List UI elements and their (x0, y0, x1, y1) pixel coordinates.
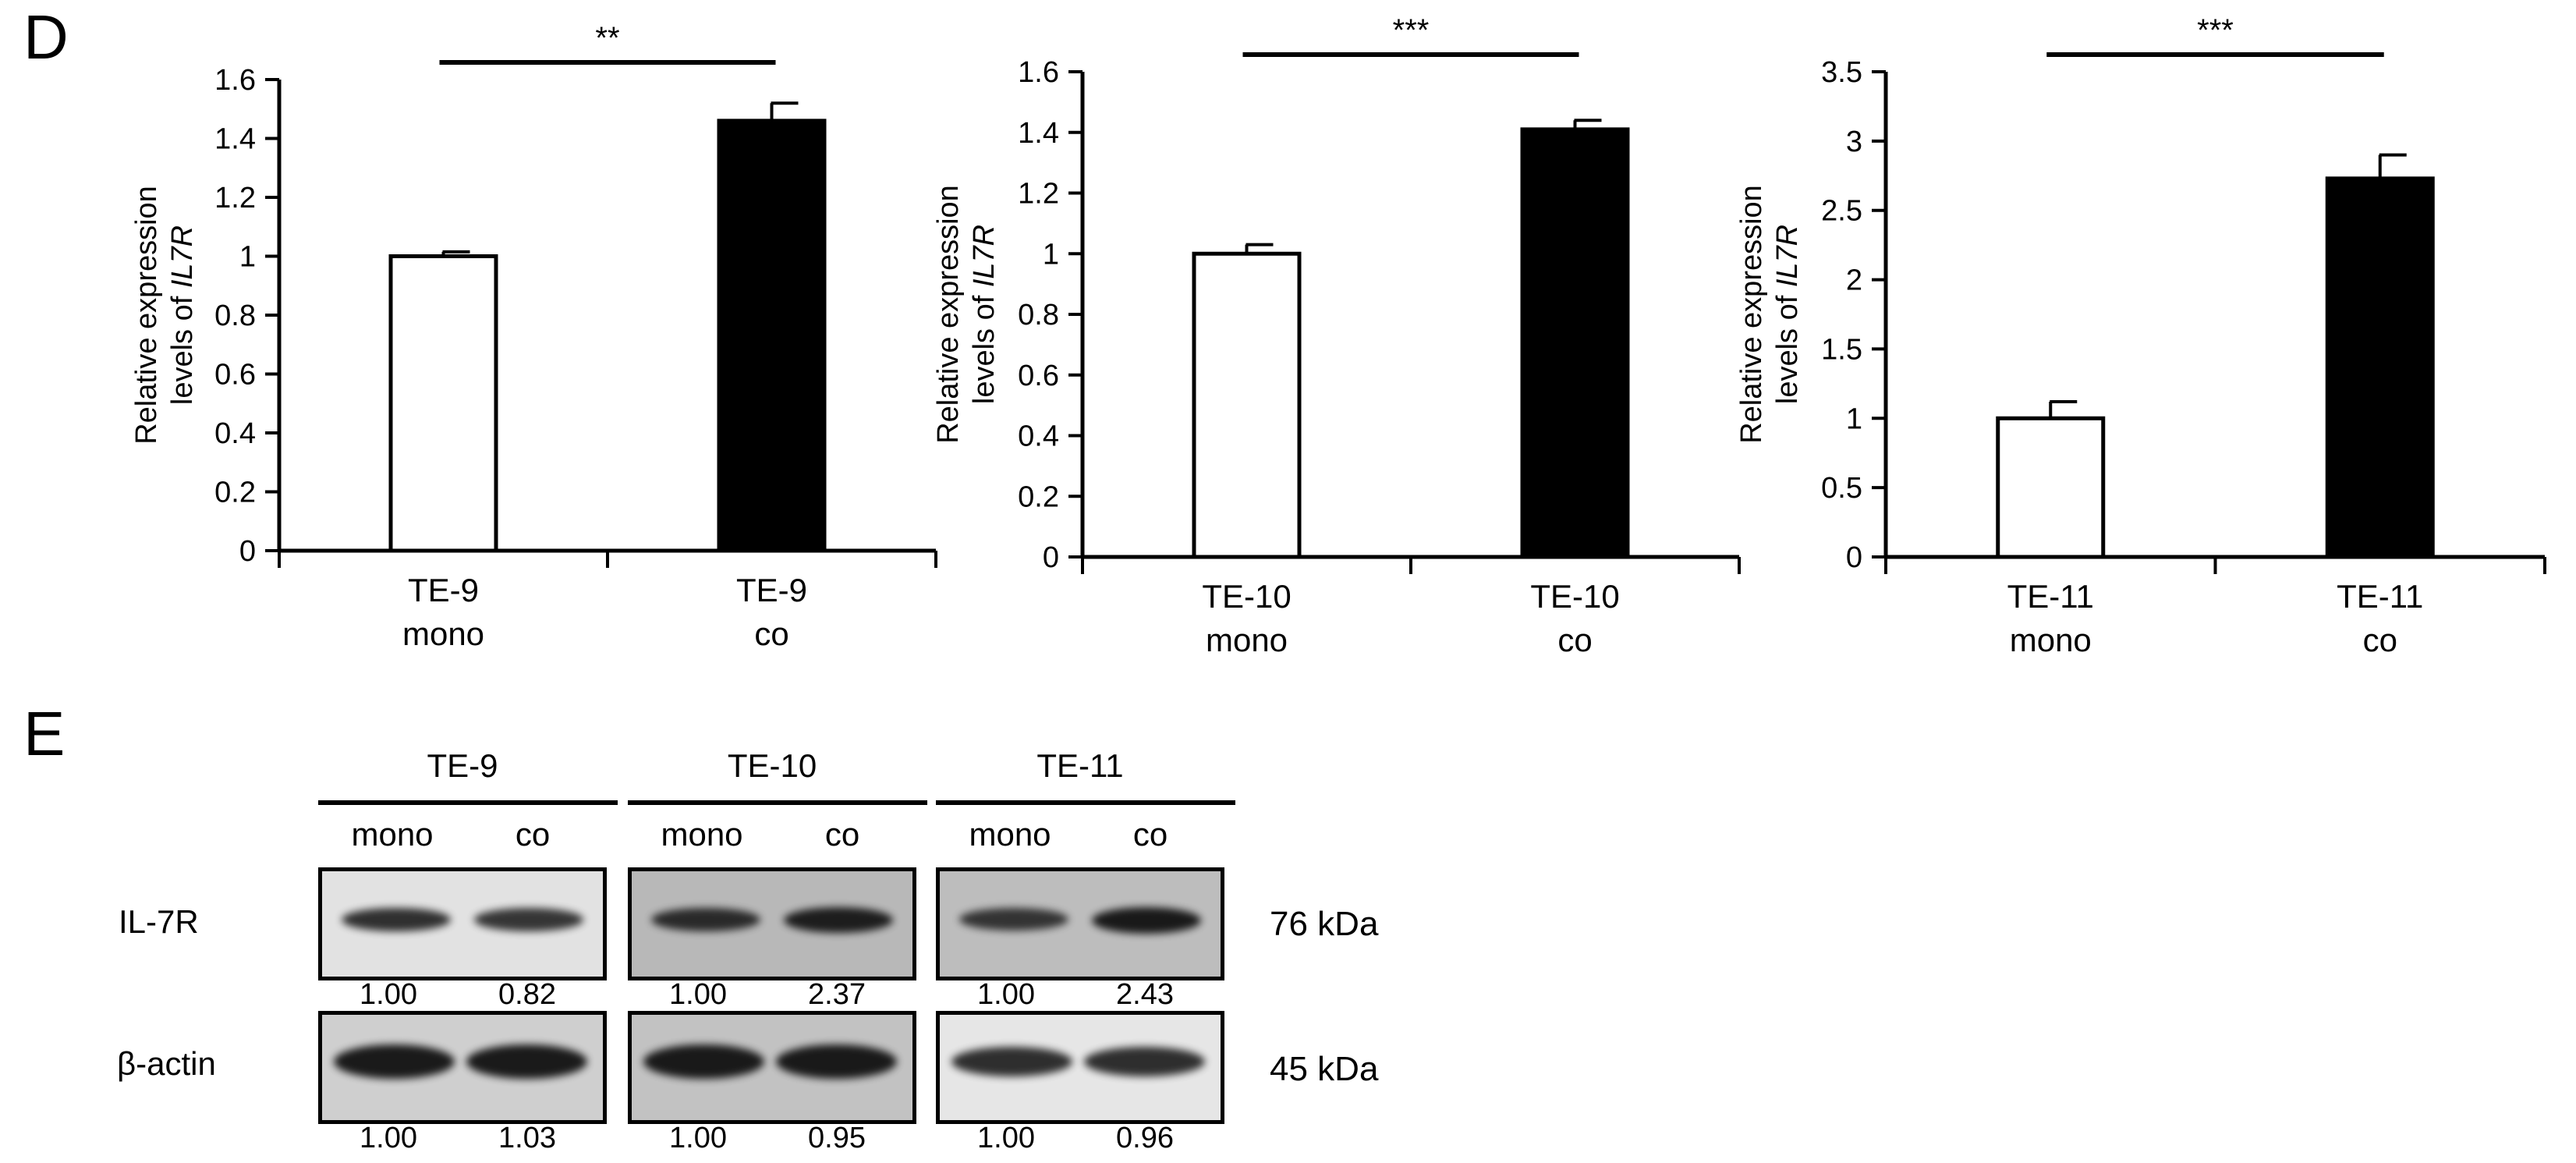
significance-label: *** (2197, 13, 2234, 48)
blot-group-rule (628, 800, 927, 805)
blot-group-label: TE-11 (1036, 747, 1124, 784)
y-tick-label: 2.5 (1821, 195, 1862, 228)
blot-lane-label: mono (351, 816, 434, 853)
il7r-quant: 1.00 (360, 978, 417, 1011)
y-tick-label: 1.4 (1018, 117, 1059, 150)
y-axis-label: Relative expression levels of IL7R (1735, 185, 1804, 444)
panel-d-letter: D (23, 2, 69, 72)
blot-lane-label: co (824, 816, 860, 853)
y-tick-label: 2 (1846, 264, 1862, 297)
il7r-quant: 1.00 (669, 978, 727, 1011)
il7r-band (784, 907, 893, 934)
blot-lane-label: co (1132, 816, 1168, 853)
il7r-quant: 2.37 (808, 978, 866, 1011)
x-tick-label: co (1557, 622, 1592, 658)
y-tick-label: 1.5 (1821, 333, 1862, 366)
blot-group-rule (936, 800, 1235, 805)
il7r-band (959, 908, 1068, 931)
y-tick-label: 3 (1846, 126, 1862, 158)
il7r-band (342, 907, 451, 932)
y-tick-label: 1 (239, 241, 256, 274)
actin-quant: 1.00 (360, 1122, 417, 1154)
y-tick-label: 0.2 (214, 477, 256, 509)
row-label-il7r: IL-7R (119, 903, 199, 940)
y-tick-label: 0.6 (1018, 360, 1059, 392)
y-tick-label: 0.8 (1018, 299, 1059, 332)
y-tick-label: 1.2 (1018, 178, 1059, 211)
size-label-actin: 45 kDa (1270, 1050, 1379, 1088)
blot-lane-label: mono (969, 816, 1051, 853)
actin-band (466, 1044, 587, 1079)
actin-band (334, 1044, 455, 1079)
il7r-quant: 0.82 (498, 978, 556, 1011)
x-tick-label: mono (402, 615, 484, 652)
y-tick-label: 0 (1846, 541, 1862, 574)
y-axis-label: Relative expression levels of IL7R (932, 185, 1001, 444)
bar (1192, 251, 1302, 559)
bar (717, 119, 827, 553)
il7r-band (474, 908, 583, 931)
blot-lane-label: co (515, 816, 551, 853)
il7r-blot (318, 867, 607, 980)
actin-band (643, 1044, 764, 1079)
x-tick-label: co (2363, 622, 2397, 658)
y-tick-label: 0 (1043, 541, 1059, 574)
x-tick-label: TE-9 (408, 572, 479, 608)
bar (1520, 127, 1630, 559)
blot-group-label: TE-10 (727, 747, 817, 784)
il7r-quant: 1.00 (977, 978, 1035, 1011)
actin-blot (936, 1011, 1224, 1124)
il7r-blot (628, 867, 916, 980)
actin-quant: 1.00 (977, 1122, 1035, 1154)
il7r-band (651, 907, 760, 932)
actin-band (951, 1046, 1072, 1076)
y-tick-label: 1.6 (214, 64, 256, 97)
y-tick-label: 0.4 (1018, 420, 1059, 453)
x-tick-label: TE-10 (1202, 578, 1291, 615)
bar (1996, 416, 2106, 559)
x-tick-label: TE-10 (1530, 578, 1619, 615)
x-tick-label: mono (1206, 622, 1288, 658)
y-tick-label: 3.5 (1821, 56, 1862, 89)
y-tick-label: 1.6 (1018, 56, 1059, 89)
x-tick-label: mono (2010, 622, 2092, 658)
row-label-actin: β-actin (117, 1045, 216, 1082)
y-axis-label: Relative expression levels of IL7R (130, 186, 199, 445)
bar (2325, 176, 2435, 559)
y-tick-label: 0 (239, 535, 256, 568)
y-tick-label: 1.2 (214, 182, 256, 215)
x-tick-label: co (754, 615, 788, 652)
y-tick-label: 0.5 (1821, 472, 1862, 505)
y-tick-label: 0.4 (214, 417, 256, 450)
actin-quant: 0.96 (1116, 1122, 1174, 1154)
bar (388, 254, 498, 553)
panel-e-letter: E (23, 699, 66, 768)
actin-band (1084, 1046, 1205, 1076)
y-tick-label: 1 (1043, 238, 1059, 271)
il7r-band (1092, 907, 1201, 934)
actin-quant: 1.03 (498, 1122, 556, 1154)
blot-lane-label: mono (661, 816, 743, 853)
x-tick-label: TE-11 (2337, 578, 2423, 615)
y-tick-label: 0.8 (214, 300, 256, 332)
y-tick-label: 1 (1846, 402, 1862, 435)
actin-quant: 0.95 (808, 1122, 866, 1154)
actin-blot (318, 1011, 607, 1124)
actin-blot (628, 1011, 916, 1124)
size-label-il7r: 76 kDa (1270, 905, 1379, 943)
significance-label: ** (595, 21, 619, 55)
blot-group-label: TE-9 (427, 747, 498, 784)
x-tick-label: TE-9 (736, 572, 807, 608)
y-tick-label: 0.2 (1018, 480, 1059, 513)
il7r-blot (936, 867, 1224, 980)
y-tick-label: 0.6 (214, 359, 256, 392)
significance-label: *** (1393, 13, 1430, 48)
y-tick-label: 1.4 (214, 123, 256, 156)
actin-quant: 1.00 (669, 1122, 727, 1154)
il7r-quant: 2.43 (1116, 978, 1174, 1011)
actin-band (776, 1044, 897, 1079)
blot-group-rule (318, 800, 618, 805)
x-tick-label: TE-11 (2007, 578, 2094, 615)
